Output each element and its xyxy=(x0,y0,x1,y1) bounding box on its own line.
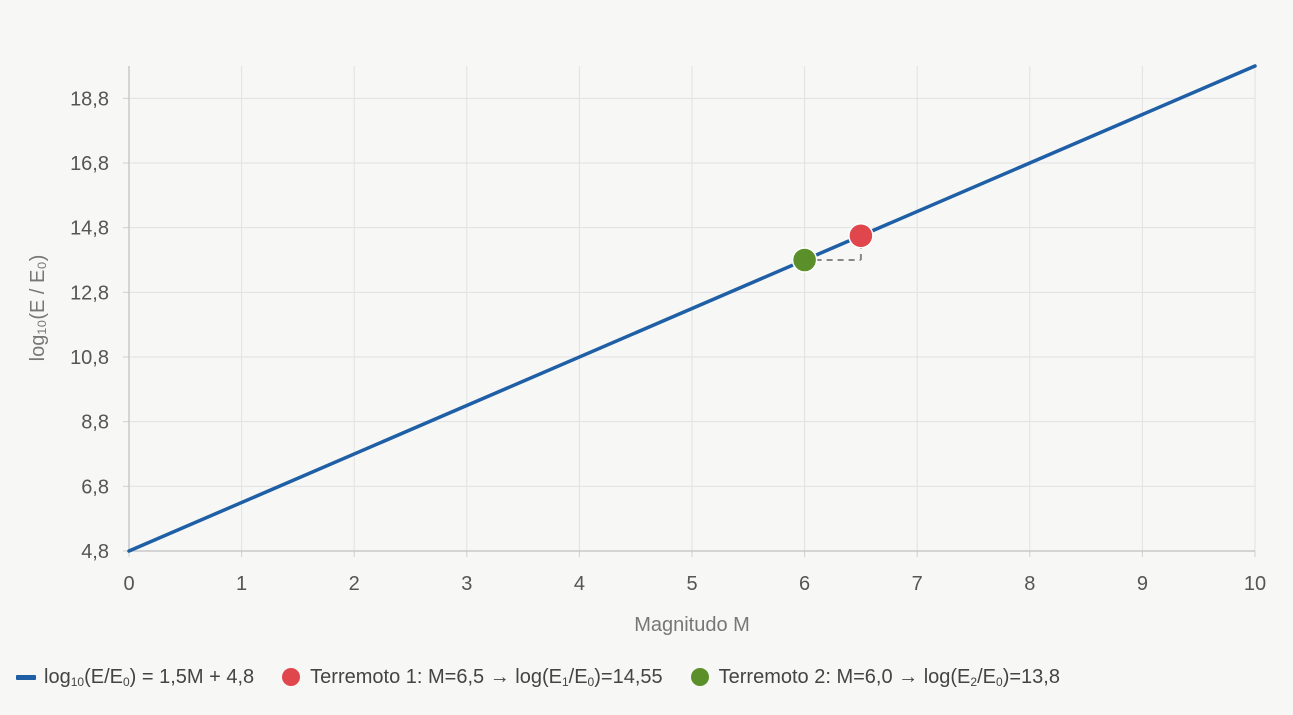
legend-label-terremoto-1: Terremoto 1: M=6,5 → log(E1/E0)=14,55 xyxy=(310,665,663,689)
x-tick-label: 10 xyxy=(1244,573,1266,595)
x-tick-label: 4 xyxy=(574,573,585,595)
x-tick-label: 7 xyxy=(912,573,923,595)
legend-item-terremoto-2[interactable]: Terremoto 2: M=6,0 → log(E2/E0)=13,8 xyxy=(690,665,1060,689)
y-tick-label: 18,8 xyxy=(70,88,109,110)
x-tick-label: 3 xyxy=(461,573,472,595)
tick-labels: 0 1 2 3 4 5 6 7 8 9 10 4,8 6,8 8,8 10,8 12,8 14,8 16,8 18,… xyxy=(70,88,1266,595)
x-tick-label: 1 xyxy=(236,573,247,595)
green-dot-icon xyxy=(690,668,709,686)
data-point-1 xyxy=(848,223,874,249)
x-tick-label: 0 xyxy=(123,573,134,595)
y-axis-title: log₁₀(E / E₀) xyxy=(27,255,49,362)
y-tick-label: 12,8 xyxy=(70,282,109,304)
series-line xyxy=(127,64,1257,553)
x-tick-label: 9 xyxy=(1137,573,1148,595)
y-tick-label: 14,8 xyxy=(70,218,109,240)
y-tick-label: 8,8 xyxy=(81,412,109,434)
y-tick-label: 4,8 xyxy=(81,541,109,563)
red-dot-icon xyxy=(282,668,301,686)
axes xyxy=(123,66,1256,557)
x-tick-label: 5 xyxy=(686,573,697,595)
grid xyxy=(129,66,1256,551)
y-tick-label: 10,8 xyxy=(70,347,109,369)
legend: log10(E/E0) = 1,5M + 4,8 Terremoto 1: M=… xyxy=(16,662,1088,692)
y-tick-label: 16,8 xyxy=(70,153,109,175)
line-swatch-icon xyxy=(16,674,36,680)
legend-item-terremoto-1[interactable]: Terremoto 1: M=6,5 → log(E1/E0)=14,55 xyxy=(282,665,663,689)
legend-item-line[interactable]: log10(E/E0) = 1,5M + 4,8 xyxy=(16,666,254,689)
data-point-2 xyxy=(791,247,818,273)
x-tick-label: 8 xyxy=(1024,573,1035,595)
legend-label-terremoto-2: Terremoto 2: M=6,0 → log(E2/E0)=13,8 xyxy=(718,665,1060,689)
x-tick-label: 2 xyxy=(349,573,360,595)
series-layer xyxy=(127,64,1257,553)
x-axis-title: Magnitudo M xyxy=(634,614,750,636)
x-tick-label: 6 xyxy=(799,573,810,595)
legend-label-line: log10(E/E0) = 1,5M + 4,8 xyxy=(44,665,255,689)
y-tick-label: 6,8 xyxy=(81,476,109,498)
